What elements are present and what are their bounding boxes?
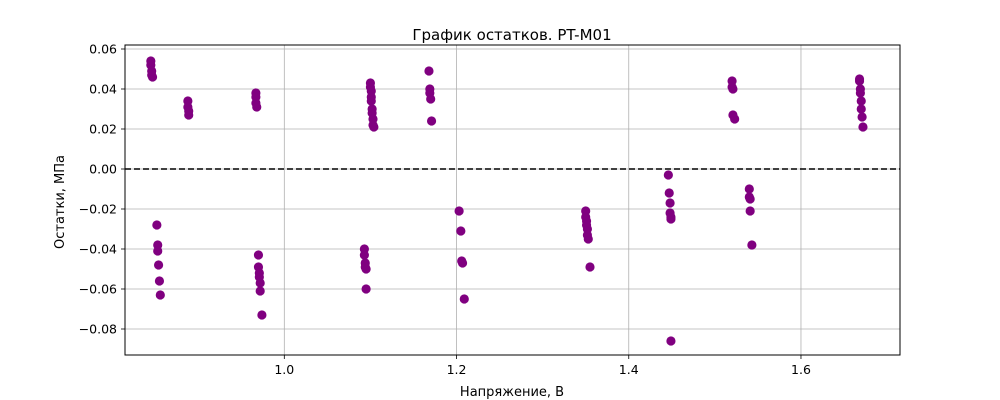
data-point <box>745 194 755 204</box>
data-point <box>255 278 265 288</box>
data-point <box>730 114 740 124</box>
data-point <box>745 206 755 216</box>
y-tick-label: 0.06 <box>89 42 117 57</box>
x-axis-ticks: 1.0 1.2 1.4 1.6 <box>274 355 811 377</box>
data-point <box>366 96 376 106</box>
x-tick-label: 1.0 <box>274 362 294 377</box>
data-point <box>747 240 757 250</box>
x-tick-label: 1.4 <box>619 362 639 377</box>
data-point <box>666 214 676 224</box>
data-point <box>424 66 434 76</box>
data-point <box>426 116 437 126</box>
data-point <box>583 234 593 244</box>
data-point <box>359 250 369 260</box>
chart-title: График остатков. PT-M01 <box>412 26 611 44</box>
data-point <box>728 84 738 94</box>
data-point <box>369 122 379 132</box>
data-point <box>858 122 868 132</box>
data-point <box>855 88 865 98</box>
data-point <box>454 206 464 216</box>
y-tick-label: 0.00 <box>89 162 117 177</box>
data-point <box>457 258 468 268</box>
data-point <box>666 336 676 346</box>
data-point <box>153 260 164 270</box>
x-tick-label: 1.2 <box>447 362 467 377</box>
data-point <box>152 220 162 230</box>
data-point <box>361 264 371 274</box>
data-point <box>252 102 262 112</box>
data-point <box>663 170 673 180</box>
data-point <box>253 250 264 260</box>
data-point <box>585 262 595 272</box>
data-point <box>857 112 867 122</box>
data-point <box>154 276 165 286</box>
y-tick-label: 0.02 <box>89 122 117 137</box>
data-point <box>426 94 436 104</box>
data-point <box>147 72 158 82</box>
data-point <box>664 188 674 198</box>
data-point <box>459 294 469 304</box>
x-tick-label: 1.6 <box>791 362 811 377</box>
data-point <box>257 310 267 320</box>
data-point <box>255 286 265 296</box>
data-points <box>146 56 868 346</box>
x-axis-label: Напряжение, В <box>460 385 564 400</box>
y-tick-label: −0.08 <box>79 322 117 337</box>
y-axis-ticks: −0.08 −0.06 −0.04 −0.02 0.00 0.02 0.04 0.06 <box>79 42 125 337</box>
y-tick-label: −0.02 <box>79 202 117 217</box>
data-point <box>184 110 194 120</box>
y-axis-label: Остатки, МПа <box>53 155 68 249</box>
data-point <box>361 284 371 294</box>
y-tick-label: 0.04 <box>89 82 117 97</box>
y-tick-label: −0.06 <box>79 282 117 297</box>
plot-frame <box>124 44 901 356</box>
y-tick-label: −0.04 <box>79 242 117 257</box>
data-point <box>854 76 865 86</box>
data-point <box>856 96 866 106</box>
data-point <box>744 184 754 194</box>
data-point <box>155 290 165 300</box>
data-point <box>856 104 866 114</box>
data-point <box>456 226 466 236</box>
data-point <box>665 198 675 208</box>
data-point <box>153 246 163 256</box>
